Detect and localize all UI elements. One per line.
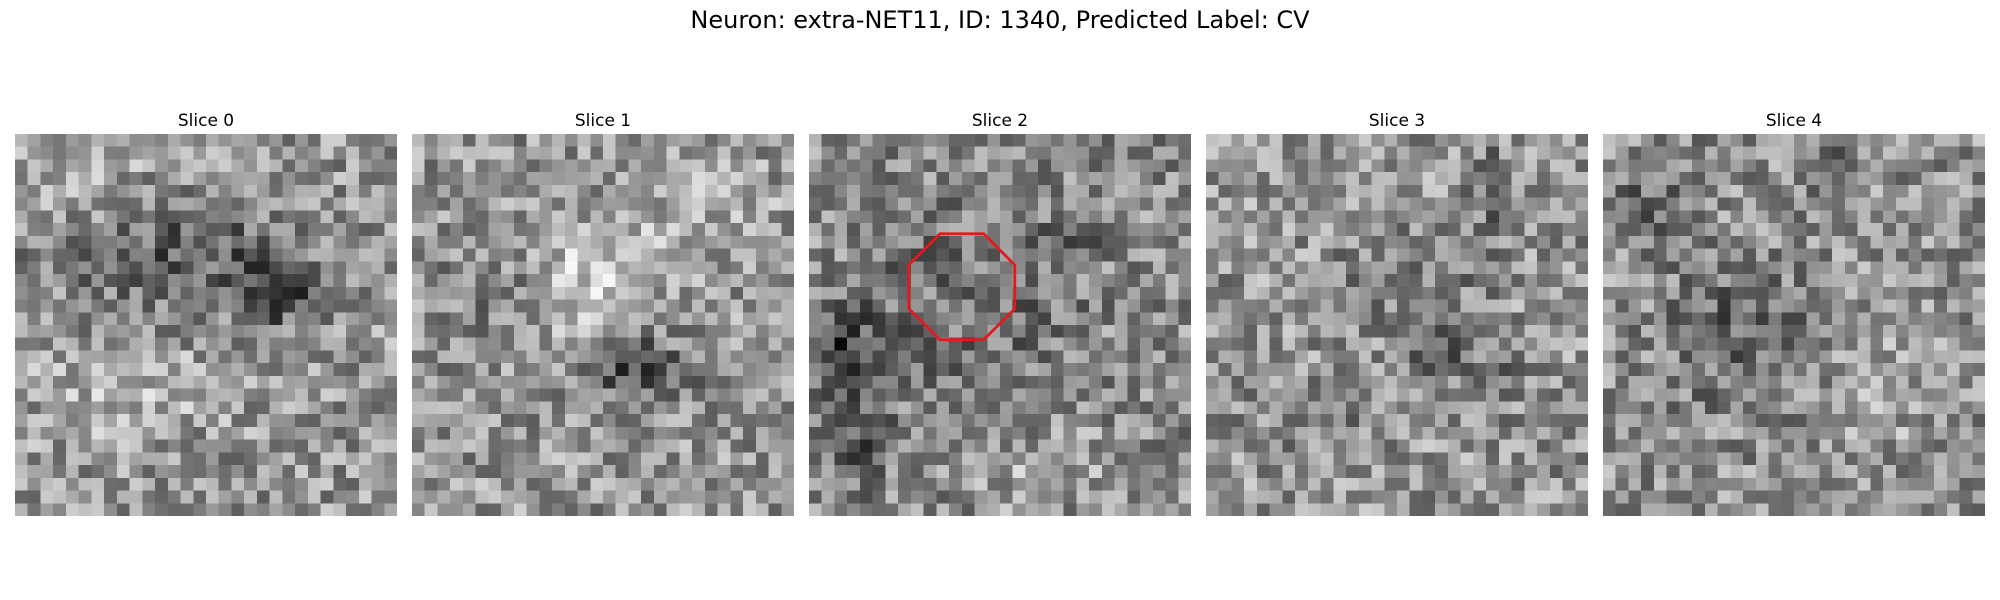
slice-image-2: [809, 134, 1191, 516]
figure-title: Neuron: extra-NET11, ID: 1340, Predicted…: [690, 6, 1310, 34]
slice-image-0: [15, 134, 397, 516]
slice-panel-0: Slice 0: [15, 108, 397, 516]
slice-title-4: Slice 4: [1765, 111, 1823, 131]
roi-outline: [907, 232, 1017, 342]
slice-title-2: Slice 2: [971, 111, 1029, 131]
slice-panel-2: Slice 2: [809, 108, 1191, 516]
slice-panel-3: Slice 3: [1206, 108, 1588, 516]
slice-title-0: Slice 0: [177, 111, 235, 131]
slice-panel-4: Slice 4: [1603, 108, 1985, 516]
slice-image-1: [412, 134, 794, 516]
slice-panel-1: Slice 1: [412, 108, 794, 516]
slice-title-1: Slice 1: [574, 111, 632, 131]
slice-image-3: [1206, 134, 1588, 516]
slice-title-3: Slice 3: [1368, 111, 1426, 131]
slice-image-4: [1603, 134, 1985, 516]
